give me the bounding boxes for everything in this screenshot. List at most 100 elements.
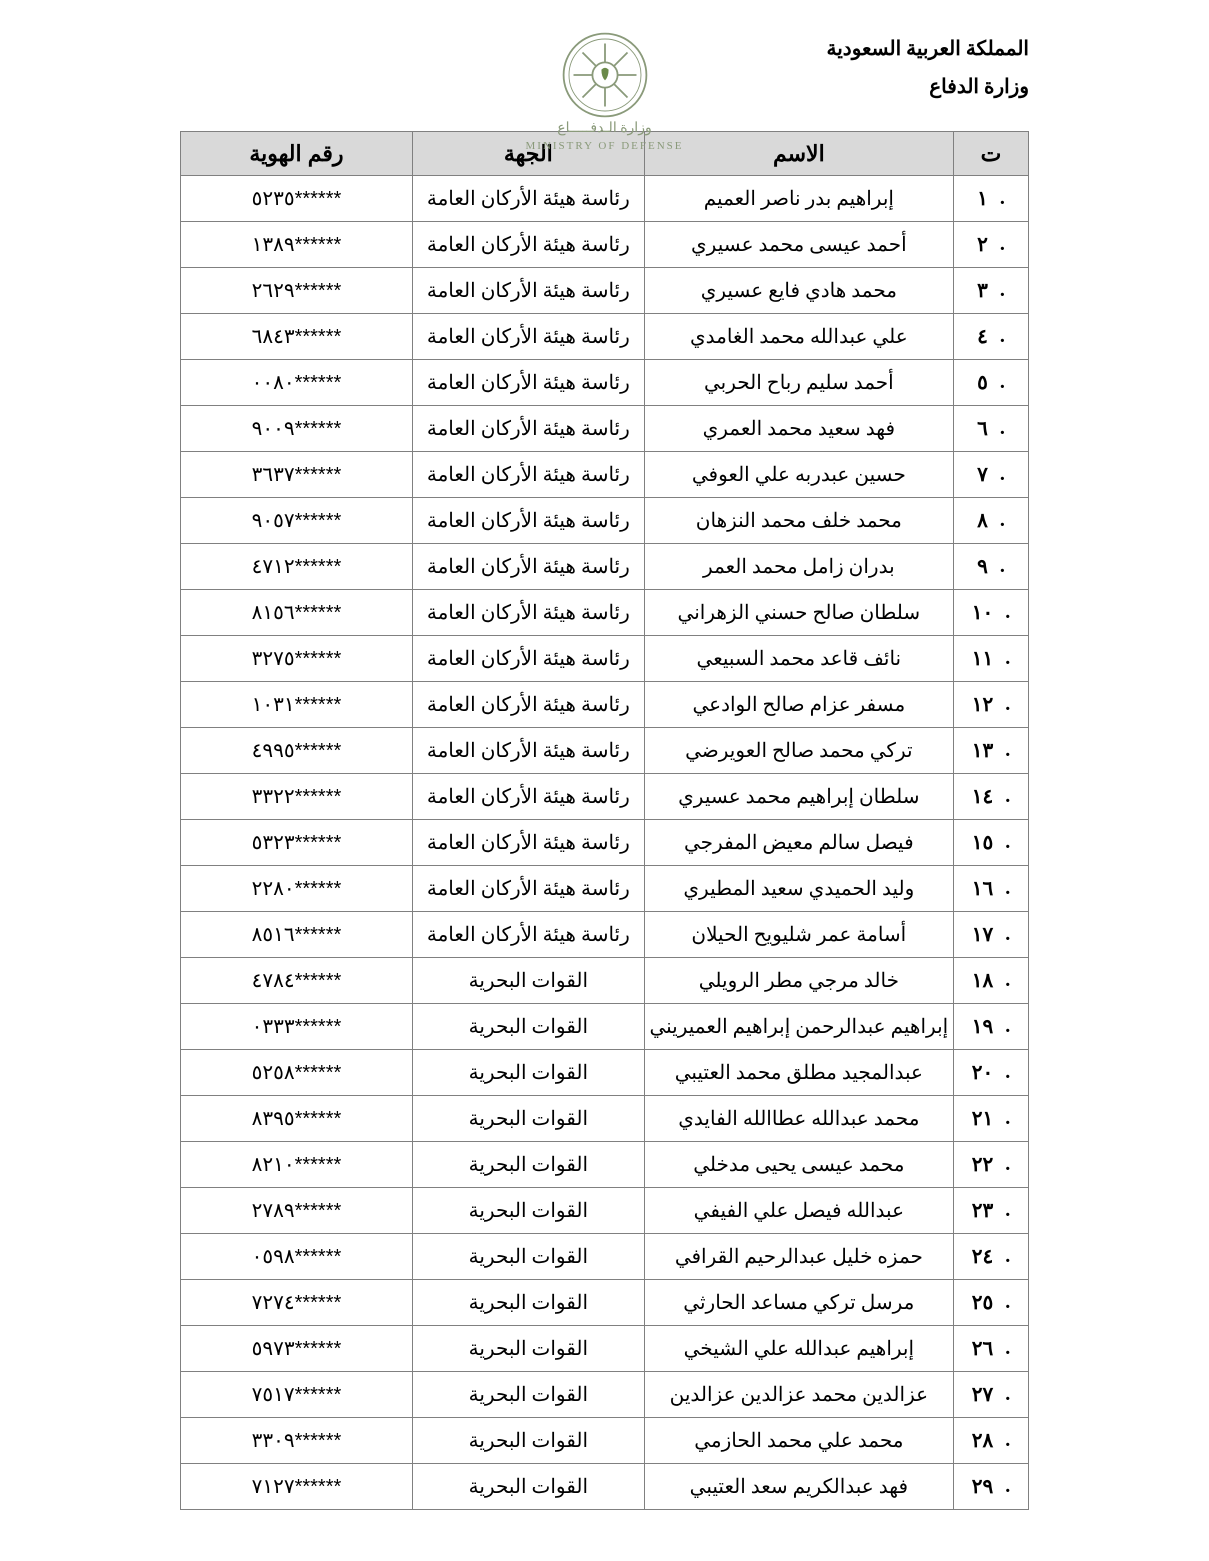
seq-dot: . xyxy=(1000,371,1005,394)
cell-name: محمد هادي فايع عسيري xyxy=(644,268,953,314)
cell-dept: رئاسة هيئة الأركان العامة xyxy=(412,728,644,774)
cell-seq: ١٧. xyxy=(953,912,1028,958)
seq-dot: . xyxy=(1000,233,1005,256)
cell-id: ٩٠٥٧****** xyxy=(181,498,413,544)
cell-id: ٧٥١٧****** xyxy=(181,1372,413,1418)
table-row: ٩.بدران زامل محمد العمررئاسة هيئة الأركا… xyxy=(181,544,1029,590)
cell-dept: القوات البحرية xyxy=(412,1280,644,1326)
table-row: ١٢.مسفر عزام صالح الوادعيرئاسة هيئة الأر… xyxy=(181,682,1029,728)
cell-seq: ١٣. xyxy=(953,728,1028,774)
cell-name: مرسل تركي مساعد الحارثي xyxy=(644,1280,953,1326)
seq-number: ١٩ xyxy=(972,1014,993,1039)
table-body: ١.إبراهيم بدر ناصر العميمرئاسة هيئة الأر… xyxy=(181,176,1029,1510)
seq-number: ١٣ xyxy=(972,738,993,763)
cell-dept: رئاسة هيئة الأركان العامة xyxy=(412,636,644,682)
seq-dot: . xyxy=(1005,1337,1010,1360)
cell-seq: ٢١. xyxy=(953,1096,1028,1142)
cell-seq: ١٨. xyxy=(953,958,1028,1004)
cell-seq: ١٦. xyxy=(953,866,1028,912)
cell-seq: ٢٠. xyxy=(953,1050,1028,1096)
col-header-name: الاسم xyxy=(644,132,953,176)
cell-name: محمد عيسى يحيى مدخلي xyxy=(644,1142,953,1188)
cell-id: ٣٣٠٩****** xyxy=(181,1418,413,1464)
seq-dot: . xyxy=(1005,1199,1010,1222)
cell-dept: رئاسة هيئة الأركان العامة xyxy=(412,682,644,728)
table-row: ٢٦.إبراهيم عبدالله علي الشيخيالقوات البح… xyxy=(181,1326,1029,1372)
table-row: ١٥.فيصل سالم معيض المفرجيرئاسة هيئة الأر… xyxy=(181,820,1029,866)
seq-dot: . xyxy=(1005,785,1010,808)
table-row: ١٦.وليد الحميدي سعيد المطيريرئاسة هيئة ا… xyxy=(181,866,1029,912)
cell-id: ٧١٢٧****** xyxy=(181,1464,413,1510)
seq-number: ٧ xyxy=(977,462,988,487)
seq-dot: . xyxy=(1005,831,1010,854)
cell-seq: ٢٢. xyxy=(953,1142,1028,1188)
cell-name: إبراهيم بدر ناصر العميم xyxy=(644,176,953,222)
seq-dot: . xyxy=(1000,417,1005,440)
cell-name: تركي محمد صالح العويرضي xyxy=(644,728,953,774)
cell-seq: ٦. xyxy=(953,406,1028,452)
table-row: ٢١.محمد عبدالله عطاالله الفايديالقوات ال… xyxy=(181,1096,1029,1142)
seq-number: ٦ xyxy=(977,416,988,441)
seq-number: ١٢ xyxy=(972,692,993,717)
cell-name: أسامة عمر شليويح الحيلان xyxy=(644,912,953,958)
ministry-name: وزارة الدفاع xyxy=(827,68,1030,106)
seq-dot: . xyxy=(1005,1383,1010,1406)
seq-number: ٢ xyxy=(977,232,988,257)
table-row: ١٨.خالد مرجي مطر الرويليالقوات البحرية٤٧… xyxy=(181,958,1029,1004)
cell-id: ٨٣٩٥****** xyxy=(181,1096,413,1142)
seq-dot: . xyxy=(1000,187,1005,210)
seq-number: ٢٠ xyxy=(972,1060,993,1085)
cell-id: ٣٢٧٥****** xyxy=(181,636,413,682)
table-row: ٥.أحمد سليم رباح الحربيرئاسة هيئة الأركا… xyxy=(181,360,1029,406)
table-row: ٤.علي عبدالله محمد الغامديرئاسة هيئة الأ… xyxy=(181,314,1029,360)
cell-seq: ٢٦. xyxy=(953,1326,1028,1372)
cell-name: إبراهيم عبدالرحمن إبراهيم العميريني xyxy=(644,1004,953,1050)
cell-id: ٨٢١٠****** xyxy=(181,1142,413,1188)
table-row: ٢٢.محمد عيسى يحيى مدخليالقوات البحرية٨٢١… xyxy=(181,1142,1029,1188)
cell-seq: ٢٨. xyxy=(953,1418,1028,1464)
table-row: ٢٨.محمد علي محمد الحازميالقوات البحرية٣٣… xyxy=(181,1418,1029,1464)
cell-seq: ٧. xyxy=(953,452,1028,498)
cell-id: ٧٢٧٤****** xyxy=(181,1280,413,1326)
cell-id: ٥٩٧٣****** xyxy=(181,1326,413,1372)
cell-name: محمد علي محمد الحازمي xyxy=(644,1418,953,1464)
cell-dept: رئاسة هيئة الأركان العامة xyxy=(412,452,644,498)
cell-id: ٨١٥٦****** xyxy=(181,590,413,636)
cell-dept: رئاسة هيئة الأركان العامة xyxy=(412,498,644,544)
cell-seq: ٥. xyxy=(953,360,1028,406)
seq-number: ٢٣ xyxy=(972,1198,993,1223)
cell-name: إبراهيم عبدالله علي الشيخي xyxy=(644,1326,953,1372)
cell-seq: ٢٩. xyxy=(953,1464,1028,1510)
col-header-seq: ت xyxy=(953,132,1028,176)
cell-name: فهد عبدالكريم سعد العتيبي xyxy=(644,1464,953,1510)
cell-dept: القوات البحرية xyxy=(412,1372,644,1418)
cell-name: أحمد عيسى محمد عسيري xyxy=(644,222,953,268)
cell-dept: رئاسة هيئة الأركان العامة xyxy=(412,360,644,406)
cell-name: علي عبدالله محمد الغامدي xyxy=(644,314,953,360)
cell-seq: ٢٥. xyxy=(953,1280,1028,1326)
table-row: ٢٩.فهد عبدالكريم سعد العتيبيالقوات البحر… xyxy=(181,1464,1029,1510)
cell-name: نائف قاعد محمد السبيعي xyxy=(644,636,953,682)
table-row: ١١.نائف قاعد محمد السبيعيرئاسة هيئة الأر… xyxy=(181,636,1029,682)
table-row: ١٤.سلطان إبراهيم محمد عسيريرئاسة هيئة ال… xyxy=(181,774,1029,820)
header-titles: المملكة العربية السعودية وزارة الدفاع xyxy=(827,30,1030,106)
seq-dot: . xyxy=(1005,601,1010,624)
seq-dot: . xyxy=(1005,1475,1010,1498)
table-row: ١.إبراهيم بدر ناصر العميمرئاسة هيئة الأر… xyxy=(181,176,1029,222)
seq-number: ٣ xyxy=(977,278,988,303)
cell-name: فيصل سالم معيض المفرجي xyxy=(644,820,953,866)
cell-dept: القوات البحرية xyxy=(412,1096,644,1142)
cell-seq: ١٥. xyxy=(953,820,1028,866)
seq-number: ٢٦ xyxy=(972,1336,993,1361)
seq-number: ٤ xyxy=(977,324,988,349)
cell-dept: القوات البحرية xyxy=(412,1326,644,1372)
cell-seq: ٣. xyxy=(953,268,1028,314)
table-row: ٢٠.عبدالمجيد مطلق محمد العتيبيالقوات الب… xyxy=(181,1050,1029,1096)
seq-number: ١٦ xyxy=(972,876,993,901)
seq-dot: . xyxy=(1005,1061,1010,1084)
seq-number: ٢١ xyxy=(972,1106,993,1131)
cell-seq: ٢٧. xyxy=(953,1372,1028,1418)
cell-dept: رئاسة هيئة الأركان العامة xyxy=(412,590,644,636)
cell-id: ٠٥٩٨****** xyxy=(181,1234,413,1280)
cell-name: سلطان إبراهيم محمد عسيري xyxy=(644,774,953,820)
